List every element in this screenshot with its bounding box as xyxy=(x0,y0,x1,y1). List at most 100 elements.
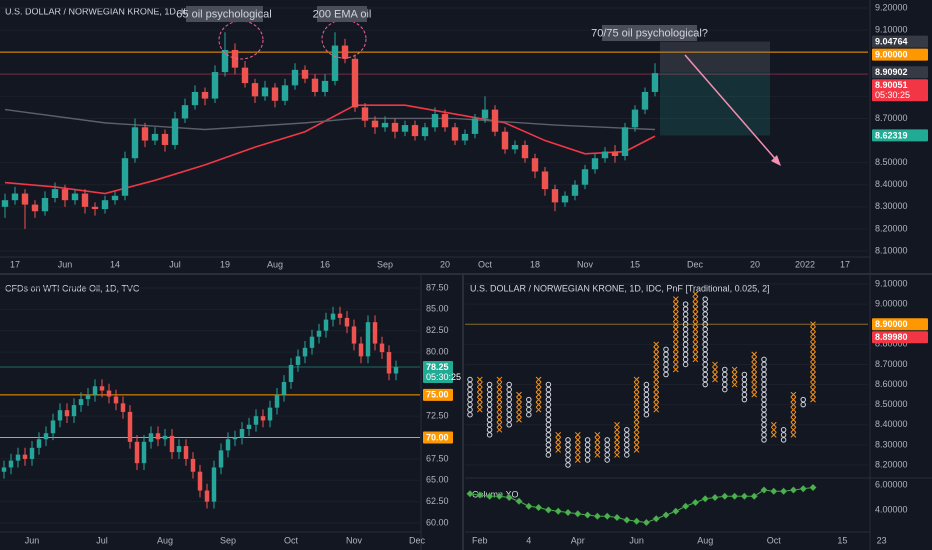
candle-body xyxy=(267,407,273,421)
o-box xyxy=(722,371,728,378)
o-box xyxy=(486,396,493,403)
o-box xyxy=(761,386,767,393)
price-label: 8.90000 xyxy=(875,319,908,329)
pnf-column xyxy=(653,341,660,413)
o-box xyxy=(663,346,669,353)
candle-body xyxy=(225,439,231,451)
o-box xyxy=(761,371,767,378)
o-box xyxy=(643,391,650,398)
o-box xyxy=(722,366,728,373)
indicator-point xyxy=(691,498,700,507)
countdown: 05:30:25 xyxy=(875,90,910,100)
x-box xyxy=(516,416,522,423)
candle-body xyxy=(92,386,98,395)
x-tick-label: Jun xyxy=(629,535,644,545)
indicator-point xyxy=(652,514,661,523)
y-tick-label: 72.50 xyxy=(426,411,449,421)
pnf-column xyxy=(614,421,620,458)
annotation: 200 EMA oil xyxy=(313,8,372,20)
y-tick-label: 8.40000 xyxy=(875,179,908,189)
candle-body xyxy=(302,347,308,357)
o-box xyxy=(545,396,552,403)
x-box xyxy=(633,442,640,448)
x-box xyxy=(476,386,483,393)
price-label-box xyxy=(872,79,928,102)
x-tick-label: 4 xyxy=(526,535,531,545)
candle-body xyxy=(171,118,179,145)
candle-body xyxy=(231,49,239,68)
candle-body xyxy=(631,109,639,128)
candle-body xyxy=(201,91,209,99)
x-tick-label: 18 xyxy=(530,259,540,269)
y-tick-label: 82.50 xyxy=(426,325,449,335)
x-box xyxy=(731,366,738,373)
indicator-point xyxy=(544,506,553,514)
o-box xyxy=(761,366,767,373)
x-tick-label: Jun xyxy=(25,535,40,545)
o-box xyxy=(545,427,552,433)
o-box xyxy=(761,391,767,398)
x-box xyxy=(692,356,699,363)
o-box xyxy=(741,371,748,378)
candle-body xyxy=(176,446,182,453)
indicator-point xyxy=(789,486,798,494)
x-box xyxy=(790,426,797,433)
pnf-column xyxy=(770,421,777,438)
price-label: 75.00 xyxy=(426,390,449,400)
candle-body xyxy=(101,200,109,210)
candle-body xyxy=(281,382,287,395)
o-box xyxy=(643,386,650,393)
indicator-point xyxy=(505,493,514,502)
candle-body xyxy=(361,107,369,121)
indicator-point xyxy=(720,492,729,501)
x-box xyxy=(535,381,542,388)
o-box xyxy=(682,321,689,327)
candle-body xyxy=(451,127,459,141)
o-box xyxy=(663,351,669,358)
x-box xyxy=(731,376,738,383)
x-box xyxy=(810,391,816,398)
candle-body xyxy=(183,446,189,459)
o-box xyxy=(624,437,630,443)
candle-body xyxy=(251,83,259,97)
x-box xyxy=(810,331,816,338)
x-box xyxy=(633,406,640,413)
x-box xyxy=(790,406,797,413)
indicator-point xyxy=(564,508,572,517)
candle-body xyxy=(541,171,549,190)
x-box xyxy=(496,396,503,403)
candle-body xyxy=(491,109,499,132)
x-box xyxy=(496,391,503,398)
pnf-column xyxy=(624,427,630,458)
o-box xyxy=(682,346,689,353)
y-tick-label: 6.00000 xyxy=(875,479,908,489)
y-tick-label: 4.00000 xyxy=(875,504,908,514)
x-box xyxy=(476,391,483,398)
x-box xyxy=(692,346,699,353)
o-box xyxy=(506,422,512,428)
x-tick-label: Oct xyxy=(478,259,493,269)
candle-body xyxy=(651,73,659,92)
y-tick-label: 9.20000 xyxy=(875,2,908,12)
o-box xyxy=(702,351,708,358)
o-box xyxy=(545,452,552,458)
y-tick-label: 8.10000 xyxy=(875,245,908,255)
x-tick-label: Aug xyxy=(697,535,713,545)
candle-body xyxy=(211,72,219,99)
o-box xyxy=(467,406,473,413)
pnf-column xyxy=(574,431,581,463)
candle-body xyxy=(181,105,189,119)
o-box xyxy=(682,351,689,358)
o-box xyxy=(545,401,552,408)
candle-body xyxy=(288,364,294,382)
y-tick-label: 87.50 xyxy=(426,282,449,292)
x-box xyxy=(770,431,777,438)
o-box xyxy=(780,432,787,438)
price-label-box xyxy=(423,388,453,401)
x-box xyxy=(633,426,640,433)
pnf-column xyxy=(526,396,532,418)
x-box xyxy=(692,321,699,328)
indicator-point xyxy=(632,517,641,526)
x-box xyxy=(516,396,522,403)
x-box xyxy=(751,386,758,393)
